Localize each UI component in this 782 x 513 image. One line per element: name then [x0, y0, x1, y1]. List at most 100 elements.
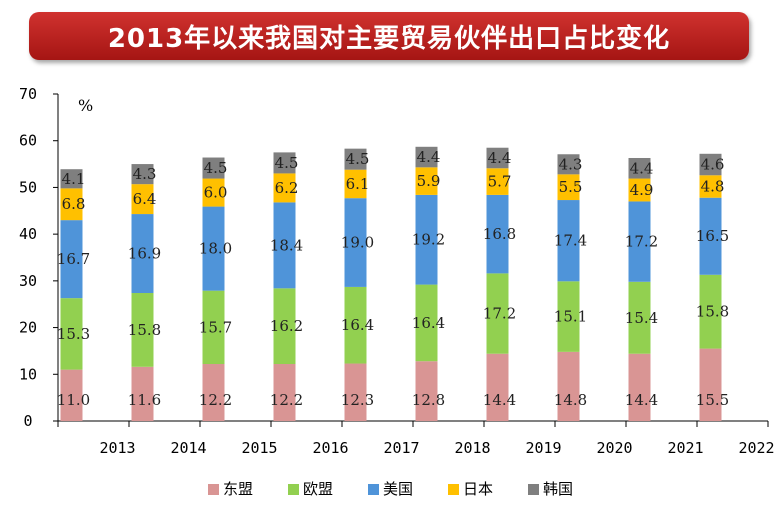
y-tick-label: 30 [19, 272, 37, 290]
legend-swatch [368, 484, 379, 495]
bar-segment [344, 169, 367, 199]
y-tick-label: 0 [23, 412, 32, 430]
x-tick-label: 2019 [525, 439, 561, 457]
data-label: 14.4 [625, 391, 658, 409]
data-label: 16.4 [412, 314, 445, 332]
data-label: 6.4 [133, 190, 157, 208]
x-tick-label: 2015 [241, 439, 277, 457]
x-tick-label: 2021 [667, 439, 703, 457]
data-label: 5.9 [417, 172, 441, 190]
bar-segment [699, 274, 722, 349]
data-label: 4.3 [133, 165, 157, 183]
bar-segment [131, 366, 154, 421]
data-label: 18.0 [199, 240, 232, 258]
bar-segment [557, 200, 580, 282]
x-tick-label: 2016 [312, 439, 348, 457]
bar-segment [202, 290, 225, 365]
data-label: 12.2 [199, 391, 232, 409]
legend-label: 韩国 [543, 480, 573, 498]
bar-segment [486, 168, 509, 195]
data-label: 15.8 [696, 303, 729, 321]
bar-segment [60, 188, 83, 221]
legend-label: 日本 [463, 480, 493, 498]
legend-label: 美国 [383, 480, 413, 498]
bar-segment [60, 169, 83, 189]
data-label: 14.8 [554, 391, 587, 409]
data-label: 14.4 [483, 391, 516, 409]
data-label: 5.7 [488, 173, 512, 191]
bar-segment [60, 369, 83, 421]
data-label: 6.8 [62, 195, 86, 213]
data-label: 4.4 [417, 148, 441, 166]
bar-segment [344, 198, 367, 287]
data-label: 6.2 [275, 179, 299, 197]
x-tick-label: 2018 [454, 439, 490, 457]
bar-segment [486, 194, 509, 274]
legend-swatch [528, 484, 539, 495]
x-tick-label: 2020 [596, 439, 632, 457]
data-label: 16.7 [57, 250, 90, 268]
bar-segment [699, 197, 722, 275]
bar-segment [415, 361, 438, 421]
bar-segment [131, 293, 154, 367]
bar-segment [486, 273, 509, 354]
bar-segment [131, 214, 154, 294]
bar-segment [628, 157, 651, 179]
data-label: 15.8 [128, 321, 161, 339]
bar-segment [202, 206, 225, 291]
data-label: 6.0 [204, 184, 228, 202]
data-label: 17.2 [625, 233, 658, 251]
x-tick-label: 2013 [99, 439, 135, 457]
bar-segment [486, 353, 509, 421]
data-label: 15.1 [554, 308, 587, 326]
bar-segment [415, 146, 438, 168]
chart-title: 2013年以来我国对主要贸易伙伴出口占比变化 [29, 12, 749, 60]
bar-segment [415, 167, 438, 195]
bar-segment [415, 284, 438, 362]
y-tick-label: 50 [19, 178, 37, 196]
data-label: 4.5 [346, 150, 370, 168]
data-label: 16.5 [696, 227, 729, 245]
bar-segment [557, 351, 580, 421]
bar-segment [60, 220, 83, 299]
data-label: 16.2 [270, 317, 303, 335]
legend-label: 欧盟 [303, 480, 333, 498]
axes: 0 10 20 30 40 50 60 70% 2013 2014 2015 2016 2017 2018… [19, 85, 775, 457]
data-label: 12.3 [341, 391, 374, 409]
bar-segment [557, 174, 580, 201]
data-label: 15.5 [696, 391, 729, 409]
y-tick-label: 70 [19, 85, 37, 103]
bar-segment [202, 157, 225, 179]
bar-segment [628, 201, 651, 282]
bar-segment [131, 164, 154, 185]
data-label: 6.1 [346, 175, 370, 193]
bar-segment [60, 298, 83, 370]
data-label: 11.0 [57, 391, 90, 409]
bar-segment [415, 194, 438, 285]
bar-segment [557, 154, 580, 175]
bar-segment [699, 348, 722, 421]
data-label: 15.7 [199, 318, 232, 336]
bar-segment [273, 173, 296, 203]
x-tick-label: 2014 [170, 439, 206, 457]
data-label: 17.4 [554, 232, 587, 250]
bar-segment [273, 202, 296, 289]
bar-segment [557, 281, 580, 352]
bar-segment [699, 175, 722, 198]
bar-segment [273, 288, 296, 365]
bar-segment [273, 364, 296, 421]
legend-label: 东盟 [223, 480, 253, 498]
data-label: 5.5 [559, 178, 583, 196]
data-label: 15.4 [625, 309, 658, 327]
data-label: 12.8 [412, 391, 445, 409]
data-label: 4.4 [630, 159, 654, 177]
data-label: 16.8 [483, 225, 516, 243]
y-tick-label: 20 [19, 319, 37, 337]
bar-segment [699, 153, 722, 176]
data-label: 4.9 [630, 181, 654, 199]
data-label: 17.2 [483, 305, 516, 323]
bar-segment [273, 152, 296, 174]
data-label: 16.4 [341, 316, 374, 334]
data-label: 4.5 [275, 154, 299, 172]
